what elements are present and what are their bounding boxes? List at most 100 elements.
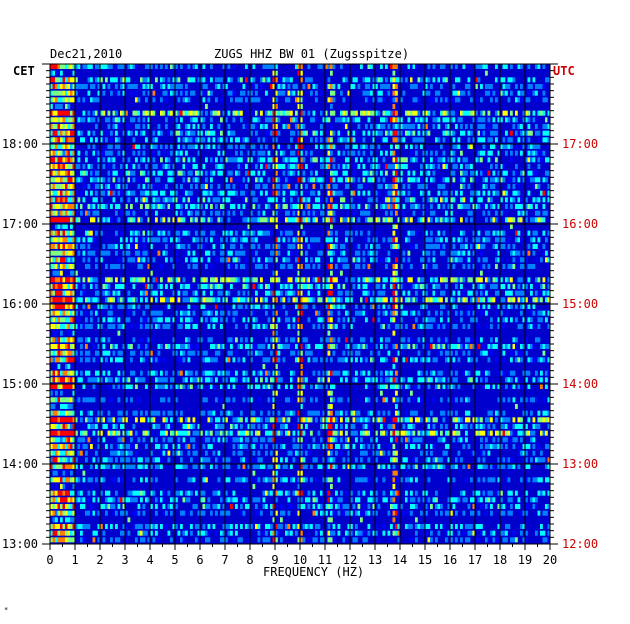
spectrogram-cell <box>432 290 436 296</box>
spectrogram-cell <box>337 317 341 323</box>
spectrogram-cell <box>60 277 63 283</box>
spectrogram-cell <box>157 310 161 316</box>
spectrogram-cell <box>117 297 121 303</box>
spectrogram-cell <box>530 177 533 183</box>
spectrogram-cell <box>165 244 168 249</box>
spectrogram-cell <box>350 350 353 356</box>
spectrogram-cell <box>345 144 348 149</box>
spectrogram-cell <box>120 304 123 309</box>
spectrogram-cell <box>517 64 521 69</box>
spectrogram-cell <box>230 250 233 256</box>
spectrogram-cell <box>510 157 513 163</box>
spectrogram-cell <box>95 97 98 103</box>
spectrogram-cell <box>547 297 551 303</box>
spectrogram-cell <box>245 64 248 69</box>
spectrogram-cell <box>515 204 518 209</box>
spectrogram-cell <box>135 244 138 249</box>
spectrogram-cell <box>70 277 73 283</box>
spectrogram-cell <box>252 217 256 223</box>
spectrogram-cell <box>395 310 398 316</box>
spectrogram-cell <box>547 310 551 316</box>
spectrogram-cell <box>467 370 471 376</box>
spectrogram-cell <box>60 124 63 129</box>
spectrogram-cell <box>525 97 528 103</box>
spectrogram-cell <box>77 337 81 343</box>
spectrogram-cell <box>172 217 176 223</box>
spectrogram-cell <box>255 177 258 183</box>
spectrogram-cell <box>57 397 61 403</box>
spectrogram-cell <box>427 264 431 269</box>
spectrogram-cell <box>442 277 446 283</box>
spectrogram-cell <box>300 77 303 83</box>
spectrogram-cell <box>180 230 183 236</box>
spectrogram-cell <box>180 350 183 356</box>
spectrogram-cell <box>315 357 318 363</box>
spectrogram-cell <box>375 244 378 249</box>
spectrogram-cell <box>97 177 101 183</box>
spectrogram-cell <box>167 230 171 236</box>
spectrogram-cell <box>297 377 301 383</box>
spectrogram-cell <box>435 384 438 389</box>
spectrogram-cell <box>502 64 506 69</box>
spectrogram-cell <box>440 377 443 383</box>
spectrogram-cell <box>390 344 393 349</box>
spectrogram-cell <box>535 297 538 303</box>
spectrogram-cell <box>235 157 238 163</box>
spectrogram-cell <box>362 264 366 269</box>
spectrogram-cell <box>217 344 221 349</box>
spectrogram-cell <box>67 124 71 129</box>
spectrogram-cell <box>122 177 126 183</box>
spectrogram-cell <box>407 290 411 296</box>
spectrogram-cell <box>237 137 241 143</box>
spectrogram-cell <box>117 370 121 376</box>
spectrogram-cell <box>387 217 391 223</box>
spectrogram-cell <box>425 357 428 363</box>
spectrogram-cell <box>112 124 116 129</box>
spectrogram-cell <box>57 150 61 156</box>
spectrogram-cell <box>447 130 451 136</box>
spectrogram-cell <box>457 344 461 349</box>
spectrogram-cell <box>400 157 403 163</box>
spectrogram-cell <box>67 150 71 156</box>
spectrogram-cell <box>445 197 448 203</box>
spectrogram-cell <box>217 190 221 196</box>
spectrogram-cell <box>182 344 186 349</box>
spectrogram-cell <box>330 317 333 323</box>
spectrogram-cell <box>422 357 426 363</box>
spectrogram-cell <box>160 204 163 209</box>
spectrogram-cell <box>185 64 188 69</box>
spectrogram-cell <box>140 317 143 323</box>
spectrogram-cell <box>422 217 426 223</box>
spectrogram-cell <box>292 157 296 163</box>
spectrogram-cell <box>517 297 521 303</box>
spectrogram-cell <box>520 64 523 69</box>
spectrogram-cell <box>92 357 96 363</box>
spectrogram-cell <box>547 77 551 83</box>
spectrogram-cell <box>465 110 468 116</box>
spectrogram-cell <box>147 124 151 129</box>
spectrogram-cell <box>67 157 71 163</box>
spectrogram-cell <box>212 357 216 363</box>
spectrogram-cell <box>295 144 298 149</box>
spectrogram-cell <box>327 390 331 396</box>
spectrogram-cell <box>257 350 261 356</box>
spectrogram-cell <box>382 124 386 129</box>
spectrogram-cell <box>392 64 396 69</box>
spectrogram-cell <box>365 344 368 349</box>
spectrogram-cell <box>127 197 131 203</box>
spectrogram-cell <box>67 370 71 376</box>
spectrogram-cell <box>60 304 63 309</box>
spectrogram-cell <box>352 137 356 143</box>
spectrogram-cell <box>367 190 371 196</box>
spectrogram-cell <box>532 237 536 243</box>
spectrogram-cell <box>70 304 73 309</box>
spectrogram-cell <box>62 310 66 316</box>
spectrogram-cell <box>170 177 173 183</box>
spectrogram-cell <box>85 317 88 323</box>
spectrogram-cell <box>247 297 251 303</box>
spectrogram-cell <box>297 104 301 109</box>
spectrogram-cell <box>362 210 366 216</box>
spectrogram-cell <box>195 164 198 169</box>
spectrogram-cell <box>100 150 103 156</box>
spectrogram-cell <box>182 97 186 103</box>
